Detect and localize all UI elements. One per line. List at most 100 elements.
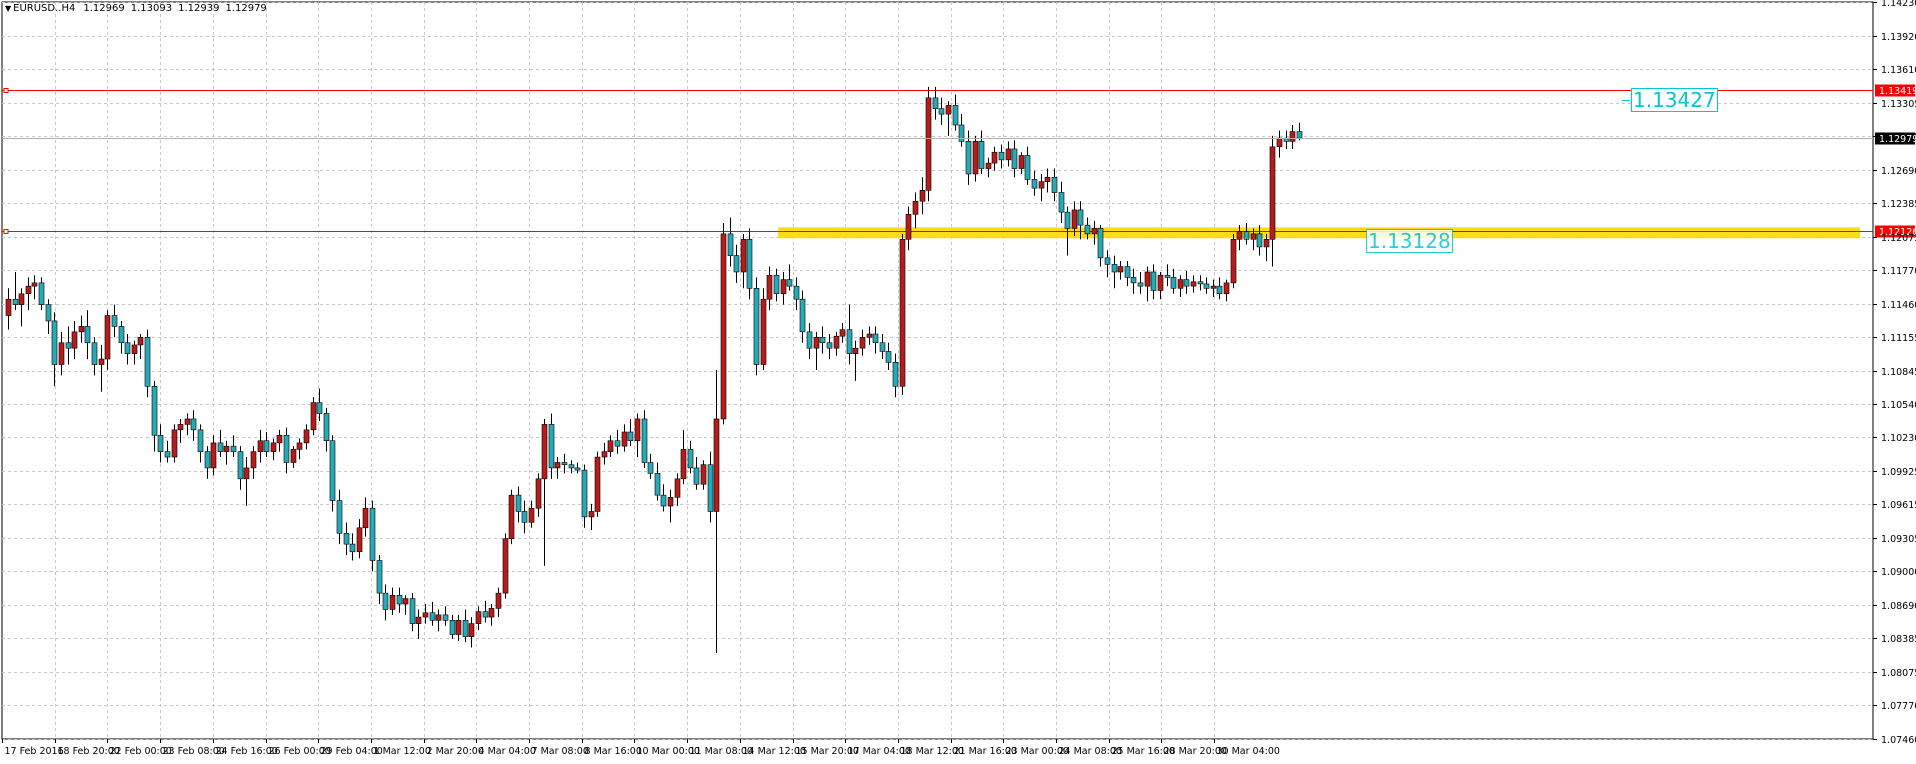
time-tick-label: 17 Feb 2016 — [5, 746, 64, 757]
candle — [521, 500, 528, 534]
candle — [1210, 279, 1217, 298]
candle — [991, 146, 998, 171]
candle-body — [561, 462, 568, 465]
candle-body — [151, 385, 158, 436]
horizontal-lines[interactable]: 1.13419 1.12126 — [2, 84, 1916, 239]
open-value: 1.12969 — [83, 3, 125, 14]
candle — [12, 271, 19, 311]
candle-body — [813, 336, 820, 349]
candle — [1164, 264, 1171, 287]
candle-body — [713, 418, 720, 512]
candle-body — [303, 429, 310, 444]
candle — [1263, 233, 1270, 262]
candle — [952, 94, 959, 131]
candle — [376, 555, 383, 605]
candle — [45, 299, 52, 335]
candle — [442, 606, 449, 626]
candle-body — [137, 336, 144, 346]
candle-body — [766, 274, 773, 300]
candle — [210, 435, 217, 476]
candle-body — [111, 315, 118, 327]
candle — [998, 144, 1005, 169]
chart-menu-arrow-icon[interactable]: ▼ — [5, 3, 12, 13]
candle — [713, 369, 720, 653]
candle — [925, 86, 932, 202]
candle — [958, 114, 965, 147]
candle — [548, 413, 555, 479]
candle-body — [693, 467, 700, 485]
candle — [290, 446, 297, 468]
candle-body — [210, 442, 217, 469]
candle-body — [1223, 282, 1230, 295]
candle — [396, 587, 403, 613]
candle-body — [362, 507, 369, 529]
candle — [740, 233, 747, 289]
lower-price-annotation[interactable]: 1.13128 — [1366, 229, 1453, 253]
candle — [892, 353, 899, 398]
candle — [972, 135, 979, 182]
candle — [502, 533, 509, 599]
support-zone[interactable] — [778, 227, 1860, 239]
candle-body — [157, 434, 164, 452]
candle — [343, 522, 350, 556]
candle — [296, 438, 303, 460]
candle-body — [508, 494, 515, 539]
candle — [151, 380, 158, 452]
candle-body — [164, 451, 171, 458]
price-tick-label: 1.11770 — [1881, 266, 1916, 277]
candle — [1018, 152, 1025, 175]
candle-body — [84, 326, 91, 344]
candle-body — [1144, 271, 1151, 287]
candle — [1256, 225, 1263, 256]
candle — [687, 440, 694, 474]
candle-body — [740, 239, 747, 273]
candle-body — [528, 507, 535, 523]
candle-body — [892, 362, 899, 387]
candle — [449, 614, 456, 639]
price-tick-label: 1.09000 — [1881, 567, 1916, 578]
candle-body — [1077, 209, 1084, 226]
time-tick-label: 17 Mar 04:00 — [848, 746, 911, 757]
candle-body — [177, 424, 184, 431]
candle — [700, 460, 707, 490]
candle-body — [641, 418, 648, 463]
candle — [607, 435, 614, 458]
candle — [568, 460, 575, 474]
candle-body — [429, 612, 436, 621]
candle-body — [1170, 277, 1177, 289]
candle — [118, 320, 125, 354]
candle-body — [746, 239, 753, 289]
high-value: 1.13093 — [130, 3, 173, 14]
upper-price-annotation[interactable]: 1.13427 — [1631, 88, 1718, 112]
candle — [310, 397, 317, 436]
candle-body — [859, 336, 866, 349]
candle-body — [435, 614, 442, 621]
candle-body — [621, 431, 628, 447]
time-tick-label: 1 Mar 12:00 — [374, 746, 431, 757]
candle-body — [1177, 279, 1184, 289]
plot-frame — [1, 1, 1874, 740]
candle — [468, 617, 475, 648]
candle — [574, 462, 581, 474]
candle-body — [1084, 224, 1091, 235]
time-tick-label: 25 Mar 16:00 — [1112, 746, 1175, 757]
candle — [945, 101, 952, 136]
price-tick-label: 1.09925 — [1881, 467, 1916, 478]
candle-body — [197, 429, 204, 452]
time-tick-label: 23 Mar 00:00 — [1006, 746, 1069, 757]
candle-body — [51, 320, 58, 365]
candle-body — [1044, 176, 1051, 182]
candle-body — [1038, 181, 1045, 189]
candle-body — [535, 478, 542, 509]
candlestick-series — [5, 86, 1303, 653]
candle-body — [316, 402, 323, 414]
current-price-box — [1875, 132, 1915, 145]
candle-body — [753, 288, 760, 365]
candle — [727, 217, 734, 267]
price-tick-label: 1.12690 — [1881, 166, 1916, 177]
candle-body — [707, 464, 714, 512]
candle — [283, 427, 290, 474]
candle — [1276, 130, 1283, 158]
candle-body — [422, 612, 429, 618]
